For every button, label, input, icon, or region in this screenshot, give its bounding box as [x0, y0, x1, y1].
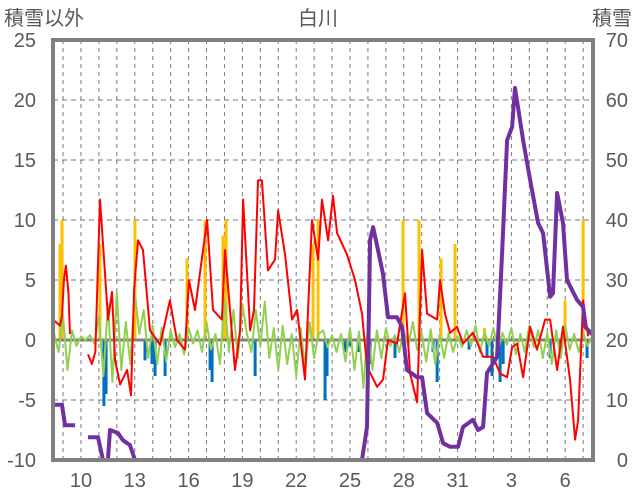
left-tick-label: 5 [25, 270, 36, 292]
negative-bar [348, 340, 352, 346]
right-tick-label: 30 [606, 270, 628, 292]
left-tick-label: 15 [14, 150, 36, 172]
negative-bar [323, 340, 327, 400]
negative-bar [153, 340, 157, 376]
precip-bar [316, 220, 320, 340]
negative-bar [208, 340, 212, 370]
negative-bar [150, 340, 154, 364]
right-tick-label: 70 [606, 30, 628, 52]
temperature-series-line [52, 264, 71, 335]
precip-bar [224, 220, 228, 340]
negative-bar [467, 340, 471, 350]
snow-depth-series-line [88, 86, 595, 462]
precip-bar [581, 220, 585, 340]
left-tick-label: 20 [14, 90, 36, 112]
x-tick-label: 10 [70, 470, 92, 492]
left-axis-title: 積雪以外 [4, 6, 84, 30]
negative-bar [435, 340, 439, 382]
negative-bar [585, 340, 589, 358]
left-tick-label: 0 [25, 330, 36, 352]
precip-bar [453, 244, 457, 340]
precip-bar [311, 244, 315, 340]
left-tick-label: 25 [14, 30, 36, 52]
precip-bar [439, 258, 443, 340]
x-tick-label: 19 [231, 470, 253, 492]
x-tick-label: 3 [506, 470, 517, 492]
left-tick-label: -5 [18, 390, 36, 412]
right-tick-label: 50 [606, 150, 628, 172]
x-tick-label: 6 [560, 470, 571, 492]
plot-frame [51, 38, 595, 462]
right-tick-label: 40 [606, 210, 628, 232]
negative-bar [485, 340, 489, 358]
precip-bar [401, 220, 405, 340]
negative-bar [343, 340, 347, 352]
precip-bar [563, 300, 567, 340]
left-tick-label: -10 [7, 450, 36, 472]
negative-bar [104, 340, 108, 394]
left-tick-label: 10 [14, 210, 36, 232]
negative-bar [501, 340, 505, 364]
precip-bar [58, 244, 62, 340]
snow-depth-series-line [53, 402, 76, 428]
x-tick-label: 16 [177, 470, 199, 492]
right-tick-label: 60 [606, 90, 628, 112]
negative-bar [498, 340, 502, 382]
precip-bar [98, 244, 102, 340]
right-axis-title: 積雪 [592, 6, 632, 30]
x-tick-label: 31 [446, 470, 468, 492]
negative-bar [490, 340, 494, 376]
gridlines [53, 40, 593, 460]
temperature-series-line [87, 179, 590, 441]
x-tick-label: 28 [393, 470, 415, 492]
x-tick-label: 13 [124, 470, 146, 492]
plot-border [51, 38, 595, 462]
negative-bar [143, 340, 147, 361]
x-tick-label: 25 [339, 470, 361, 492]
tick-labels: -10 -5 0 5 10 15 20 25 0 10 20 30 40 50 60 70 10 13 16 19 22… [7, 30, 628, 492]
right-tick-label: 0 [617, 450, 628, 472]
change-series-line [53, 291, 594, 389]
precip-bar [60, 220, 64, 340]
negative-bar [253, 340, 257, 376]
negative-bar [325, 340, 329, 376]
x-tick-label: 22 [285, 470, 307, 492]
precip-bar [203, 220, 207, 340]
negative-bar [393, 340, 397, 358]
negative-bar [210, 340, 214, 382]
right-tick-label: 10 [606, 390, 628, 412]
chart-title: 白川 [298, 6, 338, 30]
right-tick-label: 20 [606, 330, 628, 352]
precip-bar [417, 220, 421, 340]
